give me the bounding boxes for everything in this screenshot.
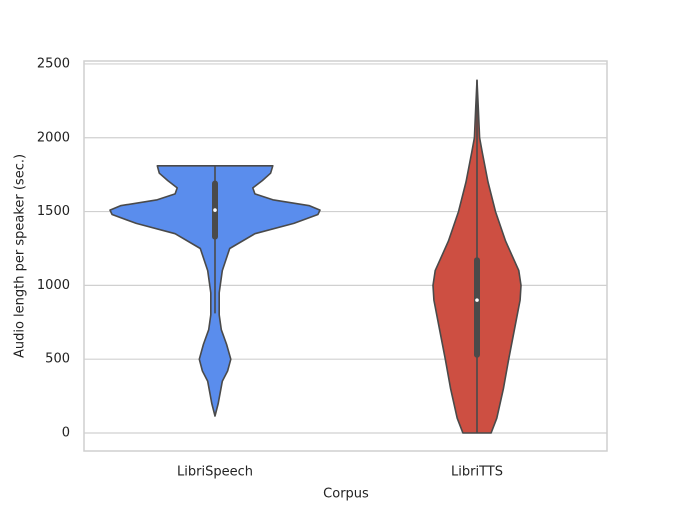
plot-frame [83, 60, 608, 452]
y-tick-label: 0 [62, 425, 70, 440]
y-tick-label: 500 [45, 352, 70, 367]
y-tick-label: 1000 [37, 278, 70, 293]
y-tick-label: 1500 [37, 204, 70, 219]
x-tick-label: LibriTTS [451, 465, 503, 480]
median-dot [213, 208, 217, 212]
y-tick-label: 2500 [37, 56, 70, 71]
marks [109, 79, 522, 434]
median-dot [475, 298, 479, 302]
y-tick-label: 2000 [37, 130, 70, 145]
x-axis-label: Corpus [323, 487, 369, 502]
grid [84, 63, 607, 434]
x-tick-label: LibriSpeech [177, 465, 253, 480]
y-axis-label: Audio length per speaker (sec.) [13, 154, 28, 358]
